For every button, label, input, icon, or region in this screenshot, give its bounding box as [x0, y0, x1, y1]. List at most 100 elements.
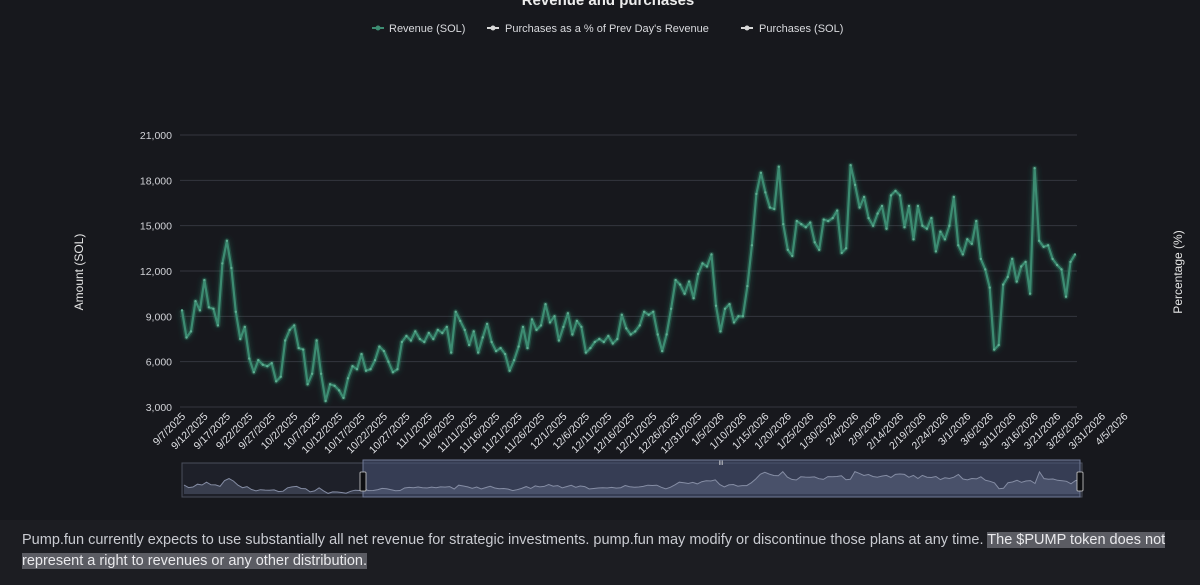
revenue-point[interactable]	[966, 238, 969, 241]
revenue-point[interactable]	[1042, 245, 1045, 248]
range-navigator[interactable]: III	[181, 459, 1084, 498]
revenue-point[interactable]	[714, 304, 718, 307]
revenue-point[interactable]	[764, 191, 767, 194]
revenue-point[interactable]	[975, 219, 978, 223]
revenue-point[interactable]	[485, 322, 489, 326]
revenue-point[interactable]	[275, 380, 278, 383]
revenue-point[interactable]	[836, 209, 839, 212]
revenue-point[interactable]	[607, 334, 610, 338]
revenue-point[interactable]	[351, 365, 354, 368]
revenue-point[interactable]	[611, 342, 614, 345]
revenue-point[interactable]	[499, 346, 502, 350]
revenue-point[interactable]	[346, 377, 350, 380]
revenue-point[interactable]	[1011, 257, 1014, 261]
revenue-point[interactable]	[1002, 283, 1005, 286]
revenue-point[interactable]	[306, 383, 309, 386]
revenue-point[interactable]	[423, 340, 426, 344]
revenue-point[interactable]	[916, 204, 920, 208]
revenue-point[interactable]	[723, 307, 727, 310]
revenue-point[interactable]	[445, 325, 448, 329]
revenue-point[interactable]	[512, 359, 516, 362]
revenue-point[interactable]	[939, 230, 942, 233]
revenue-point[interactable]	[216, 324, 220, 327]
revenue-point[interactable]	[544, 303, 547, 306]
revenue-point[interactable]	[297, 346, 300, 350]
revenue-point[interactable]	[342, 396, 345, 400]
revenue-point[interactable]	[198, 309, 202, 312]
navigator-drag-grip-icon[interactable]: III	[718, 461, 723, 467]
revenue-point[interactable]	[185, 336, 188, 339]
revenue-point[interactable]	[180, 309, 184, 312]
revenue-point[interactable]	[692, 297, 695, 300]
revenue-point[interactable]	[889, 194, 893, 197]
revenue-point[interactable]	[867, 216, 870, 220]
revenue-point[interactable]	[786, 248, 789, 251]
revenue-point[interactable]	[880, 204, 884, 208]
revenue-point[interactable]	[952, 195, 955, 199]
revenue-point[interactable]	[625, 327, 628, 330]
revenue-point[interactable]	[355, 368, 359, 371]
revenue-point[interactable]	[539, 324, 543, 327]
revenue-point[interactable]	[844, 247, 848, 250]
revenue-point[interactable]	[418, 337, 421, 341]
revenue-point[interactable]	[1069, 260, 1072, 264]
revenue-point[interactable]	[598, 337, 601, 341]
revenue-point[interactable]	[746, 284, 749, 288]
revenue-point[interactable]	[813, 241, 816, 244]
revenue-point[interactable]	[652, 310, 655, 313]
revenue-point[interactable]	[441, 331, 444, 335]
revenue-point[interactable]	[665, 333, 668, 336]
revenue-point[interactable]	[548, 321, 552, 324]
revenue-point[interactable]	[728, 303, 731, 306]
revenue-point[interactable]	[310, 372, 314, 375]
revenue-point[interactable]	[827, 219, 830, 223]
revenue-point[interactable]	[957, 244, 960, 247]
revenue-point[interactable]	[593, 340, 596, 344]
revenue-point[interactable]	[925, 227, 929, 230]
revenue-point[interactable]	[324, 399, 327, 403]
revenue-point[interactable]	[225, 239, 229, 242]
revenue-point[interactable]	[804, 226, 807, 229]
legend-item-purchases-pct[interactable]: Purchases as a % of Prev Day's Revenue	[487, 23, 709, 35]
revenue-point[interactable]	[768, 206, 772, 209]
revenue-point[interactable]	[481, 336, 484, 339]
revenue-point[interactable]	[302, 348, 305, 351]
revenue-point[interactable]	[270, 362, 273, 365]
navigator-selection[interactable]	[362, 459, 1081, 498]
legend-item-purchases[interactable]: Purchases (SOL)	[741, 23, 843, 35]
revenue-point[interactable]	[1055, 263, 1059, 267]
revenue-point[interactable]	[293, 324, 296, 327]
revenue-point[interactable]	[234, 310, 237, 313]
revenue-point[interactable]	[463, 328, 466, 332]
revenue-point[interactable]	[732, 321, 736, 324]
revenue-point[interactable]	[777, 165, 780, 168]
revenue-point[interactable]	[741, 315, 745, 318]
revenue-point[interactable]	[912, 238, 915, 241]
revenue-point[interactable]	[993, 348, 996, 351]
revenue-point[interactable]	[243, 325, 246, 329]
revenue-point[interactable]	[620, 313, 623, 316]
revenue-point[interactable]	[503, 352, 507, 356]
revenue-point[interactable]	[257, 359, 260, 362]
revenue-point[interactable]	[477, 351, 480, 354]
revenue-point[interactable]	[490, 340, 493, 344]
revenue-point[interactable]	[427, 331, 430, 335]
revenue-point[interactable]	[1028, 292, 1032, 295]
revenue-point[interactable]	[921, 224, 924, 227]
revenue-point[interactable]	[773, 207, 776, 211]
revenue-point[interactable]	[818, 248, 821, 251]
revenue-point[interactable]	[319, 372, 323, 375]
revenue-point[interactable]	[530, 318, 534, 321]
revenue-point[interactable]	[656, 333, 659, 336]
revenue-point[interactable]	[279, 375, 282, 378]
revenue-point[interactable]	[261, 363, 264, 366]
revenue-point[interactable]	[1073, 253, 1077, 256]
revenue-point[interactable]	[414, 330, 417, 333]
revenue-point[interactable]	[809, 221, 812, 224]
revenue-point[interactable]	[876, 212, 879, 215]
revenue-point[interactable]	[719, 330, 722, 333]
revenue-point[interactable]	[795, 219, 798, 223]
revenue-point[interactable]	[459, 319, 462, 323]
revenue-line[interactable]	[180, 164, 1076, 403]
revenue-point[interactable]	[634, 330, 637, 333]
